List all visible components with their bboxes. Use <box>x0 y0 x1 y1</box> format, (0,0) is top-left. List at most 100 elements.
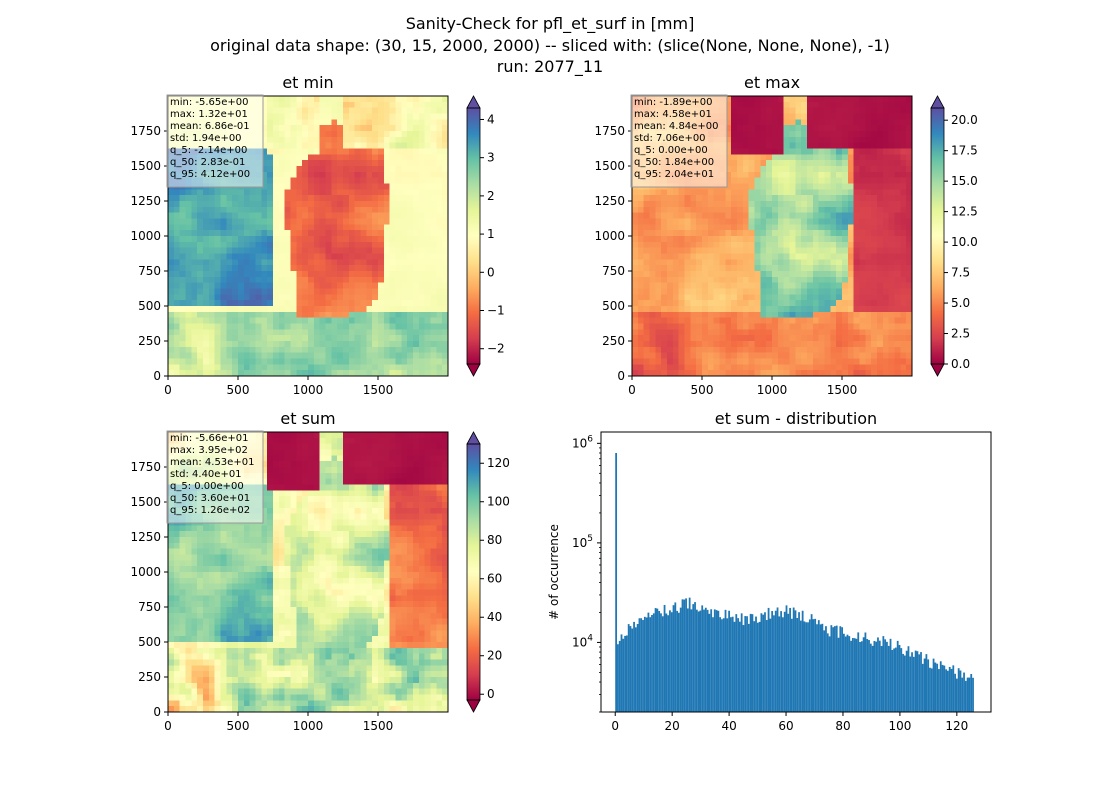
x-tick-label: 0 <box>628 383 636 397</box>
histogram-bar <box>938 669 940 712</box>
colorbar-frame <box>466 443 481 701</box>
histogram-bar <box>959 670 962 712</box>
histogram-bar <box>860 641 863 712</box>
histogram-bar <box>740 613 743 712</box>
histogram-bar <box>911 652 913 712</box>
histogram-bar <box>841 627 843 712</box>
colorbar: −2 −1 0 1 2 3 4 <box>466 95 505 377</box>
histogram-bar <box>722 618 725 712</box>
histogram-bar <box>647 612 650 712</box>
histogram-bar <box>631 628 634 712</box>
histogram-bar <box>749 613 752 712</box>
histogram-panel: et sum - distribution 0 20 40 60 80 100 120 104 1… <box>547 409 992 733</box>
histogram-title: et sum - distribution <box>715 409 877 428</box>
histogram-bar <box>887 645 890 712</box>
stats-line: q_5: 0.00e+00 <box>634 145 708 156</box>
histogram-bar <box>912 656 915 712</box>
y-tick-label: 106 <box>572 434 593 450</box>
histogram-bar <box>681 599 684 712</box>
histogram-bar <box>660 613 662 712</box>
y-tick-label: 250 <box>138 334 161 348</box>
colorbar-tick-label: 4 <box>487 112 495 126</box>
stats-line: q_5: -2.14e+00 <box>170 145 247 156</box>
histogram-bar <box>695 609 698 712</box>
histogram-bar <box>889 638 892 712</box>
y-axis-label: # of occurrence <box>547 524 561 620</box>
histogram-bar <box>706 609 709 712</box>
histogram-bar <box>930 668 933 712</box>
colorbar-tick-label: 120 <box>487 456 510 470</box>
colorbar-tick-label: 17.5 <box>951 144 978 158</box>
histogram-bar <box>755 616 757 712</box>
colorbar-extend-max <box>466 95 481 109</box>
colorbar-tick-label: 7.5 <box>951 266 970 280</box>
histogram-bar <box>886 641 888 712</box>
heatmap-title: et max <box>744 73 800 92</box>
histogram-bar <box>843 633 845 712</box>
histogram-bar <box>907 646 910 712</box>
histogram-bar <box>819 624 822 712</box>
x-tick-label: 1500 <box>363 719 394 733</box>
y-tick-label: 250 <box>602 334 625 348</box>
histogram-bar <box>645 617 648 712</box>
y-tick-label: 1250 <box>130 194 161 208</box>
y-tick-label: 500 <box>602 299 625 313</box>
histogram-bar <box>665 613 668 712</box>
histogram-bar <box>679 607 682 712</box>
colorbar-tick-label: 5.0 <box>951 296 970 310</box>
histogram-bar <box>932 658 935 712</box>
y-tick-label: 1000 <box>130 565 161 579</box>
histogram-bar <box>620 634 623 712</box>
y-tick-label: 1500 <box>130 495 161 509</box>
heatmap-title: et min <box>282 73 333 92</box>
histogram-bar <box>744 616 747 712</box>
histogram-bar <box>954 673 956 712</box>
histogram-bar <box>799 620 802 712</box>
histogram-bar <box>658 610 661 712</box>
histogram-bar <box>893 648 896 712</box>
histogram-bar <box>936 663 939 712</box>
colorbar-tick-label: 12.5 <box>951 205 978 219</box>
stats-line: min: -1.89e+00 <box>634 97 713 108</box>
histogram-bar <box>891 649 894 712</box>
histogram-bar <box>688 597 691 712</box>
histogram-bar <box>895 647 897 712</box>
histogram-bar <box>882 636 885 712</box>
histogram-bar <box>746 616 748 712</box>
stats-line: q_95: 4.12e+00 <box>170 169 250 180</box>
histogram-bar <box>914 650 917 712</box>
histogram-bar <box>943 665 946 712</box>
x-tick-label: 1000 <box>293 719 324 733</box>
histogram-bar <box>837 637 840 712</box>
histogram-bar <box>654 608 657 712</box>
stats-line: q_50: 3.60e+01 <box>170 493 250 504</box>
stats-line: std: 7.06e+00 <box>634 133 706 144</box>
x-tick-label: 20 <box>665 719 680 733</box>
x-tick-label: 1000 <box>757 383 788 397</box>
histogram-bar <box>686 608 689 712</box>
colorbar-extend-max <box>466 431 481 445</box>
histogram-bar <box>735 614 738 712</box>
histogram-bar <box>636 623 639 712</box>
histogram-bar <box>762 614 765 712</box>
stats-line: min: -5.66e+01 <box>170 433 249 444</box>
histogram-bar <box>878 640 881 712</box>
histogram-bar <box>817 620 820 712</box>
histogram-bar <box>871 645 874 712</box>
colorbar-tick-label: 80 <box>487 533 502 547</box>
x-tick-label: 500 <box>691 383 714 397</box>
x-tick-label: 120 <box>945 719 968 733</box>
histogram-bar <box>918 654 921 712</box>
colorbar-extend-min <box>930 363 945 377</box>
x-tick-label: 0 <box>164 719 172 733</box>
histogram-bar <box>643 616 646 712</box>
stats-box-background <box>166 430 264 524</box>
histogram-bar <box>642 620 644 712</box>
histogram-bar <box>869 643 872 712</box>
heatmap-panel-2: et max 0 500 1000 1500 0 250 500 750 1000 1250 1500… <box>594 73 977 397</box>
histogram-bar <box>789 607 791 712</box>
colorbar-tick-label: 15.0 <box>951 174 978 188</box>
y-tick-label: 104 <box>572 633 593 649</box>
colorbar-gradient <box>467 108 480 364</box>
histogram-bar <box>810 614 813 712</box>
